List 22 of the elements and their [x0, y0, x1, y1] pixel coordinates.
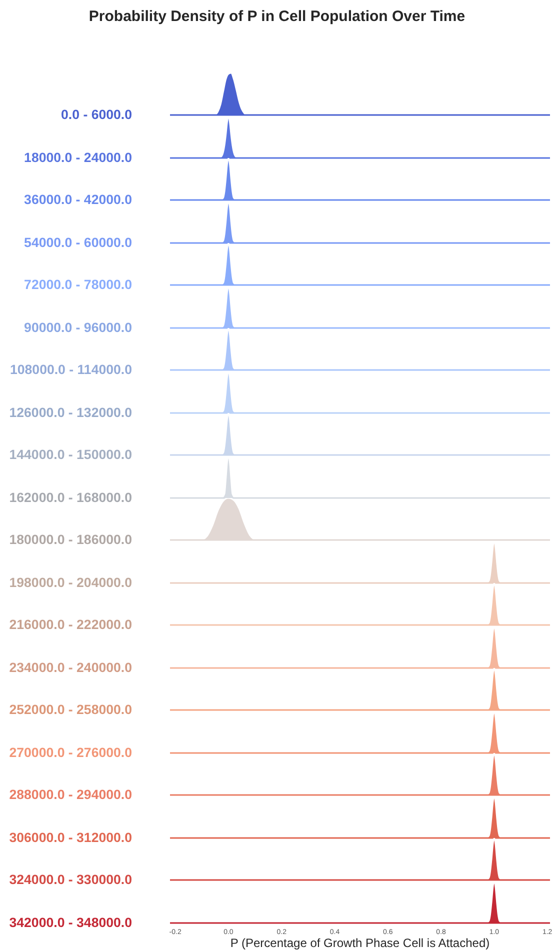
text: 72000.0 - 78000.0	[23, 277, 132, 294]
text: 126000.0 - 132000.0	[8, 404, 132, 421]
text: 162000.0 - 168000.0	[8, 490, 132, 506]
text: 216000.0 - 222000.0	[8, 617, 132, 634]
text: 234000.0 - 240000.0	[8, 660, 132, 676]
text: 324000.0 - 330000.0	[8, 872, 132, 888]
text: 288000.0 - 294000.0	[8, 787, 132, 804]
text: 54000.0 - 60000.0	[23, 234, 132, 251]
text: 342000.0 - 348000.0	[8, 914, 132, 931]
text: 0.0 - 6000.0	[60, 107, 132, 124]
text: 306000.0 - 312000.0	[8, 830, 132, 846]
x-axis-title: P (Percentage of Growth Phase Cell is Attached)	[229, 936, 491, 950]
text: 36000.0 - 42000.0	[23, 192, 132, 208]
text: 270000.0 - 276000.0	[8, 744, 132, 761]
text: 108000.0 - 114000.0	[8, 362, 132, 378]
text: 252000.0 - 258000.0	[8, 702, 132, 718]
text: 144000.0 - 150000.0	[8, 447, 132, 464]
chart-title: Probability Density of P in Cell Population Over Time	[88, 8, 466, 26]
text: 180000.0 - 186000.0	[8, 532, 132, 548]
text: 198000.0 - 204000.0	[8, 574, 132, 591]
text: 90000.0 - 96000.0	[23, 320, 132, 336]
text: 18000.0 - 24000.0	[23, 150, 132, 166]
